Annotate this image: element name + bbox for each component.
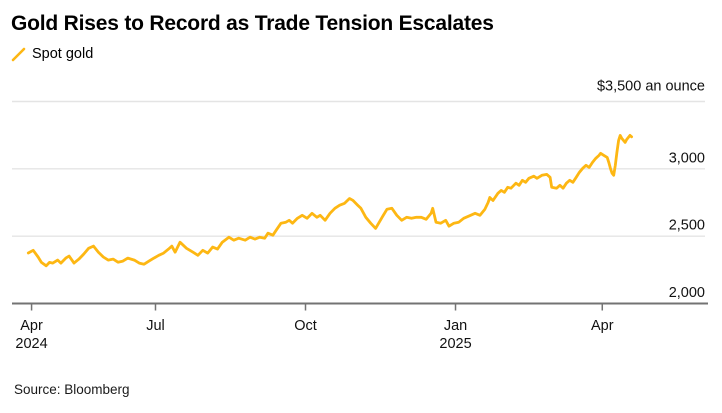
y-tick-label-2000: 2,000 bbox=[669, 285, 705, 301]
x-tick-label-jul: Jul bbox=[146, 318, 165, 334]
legend: Spot gold bbox=[11, 46, 93, 62]
x-tick-year-2025: 2025 bbox=[439, 336, 471, 352]
x-tick-year-2024: 2024 bbox=[15, 336, 47, 352]
chart-title: Gold Rises to Record as Trade Tension Es… bbox=[11, 12, 494, 35]
series-line-spot-gold bbox=[26, 134, 633, 268]
legend-line-swatch-icon bbox=[11, 47, 26, 62]
x-tick-label-apr: Apr bbox=[591, 318, 614, 334]
source-note: Source: Bloomberg bbox=[14, 382, 130, 397]
y-tick-label-2500: 2,500 bbox=[669, 218, 705, 234]
x-tick-label-jan-2025: Jan bbox=[444, 318, 467, 334]
legend-label-spot-gold: Spot gold bbox=[32, 46, 94, 62]
y-tick-label-3000: 3,000 bbox=[669, 150, 705, 166]
x-tick-label-oct: Oct bbox=[294, 318, 317, 334]
x-tick-label-apr-2024: Apr bbox=[20, 318, 43, 334]
y-tick-label-3500: $3,500 an ounce bbox=[597, 79, 705, 95]
